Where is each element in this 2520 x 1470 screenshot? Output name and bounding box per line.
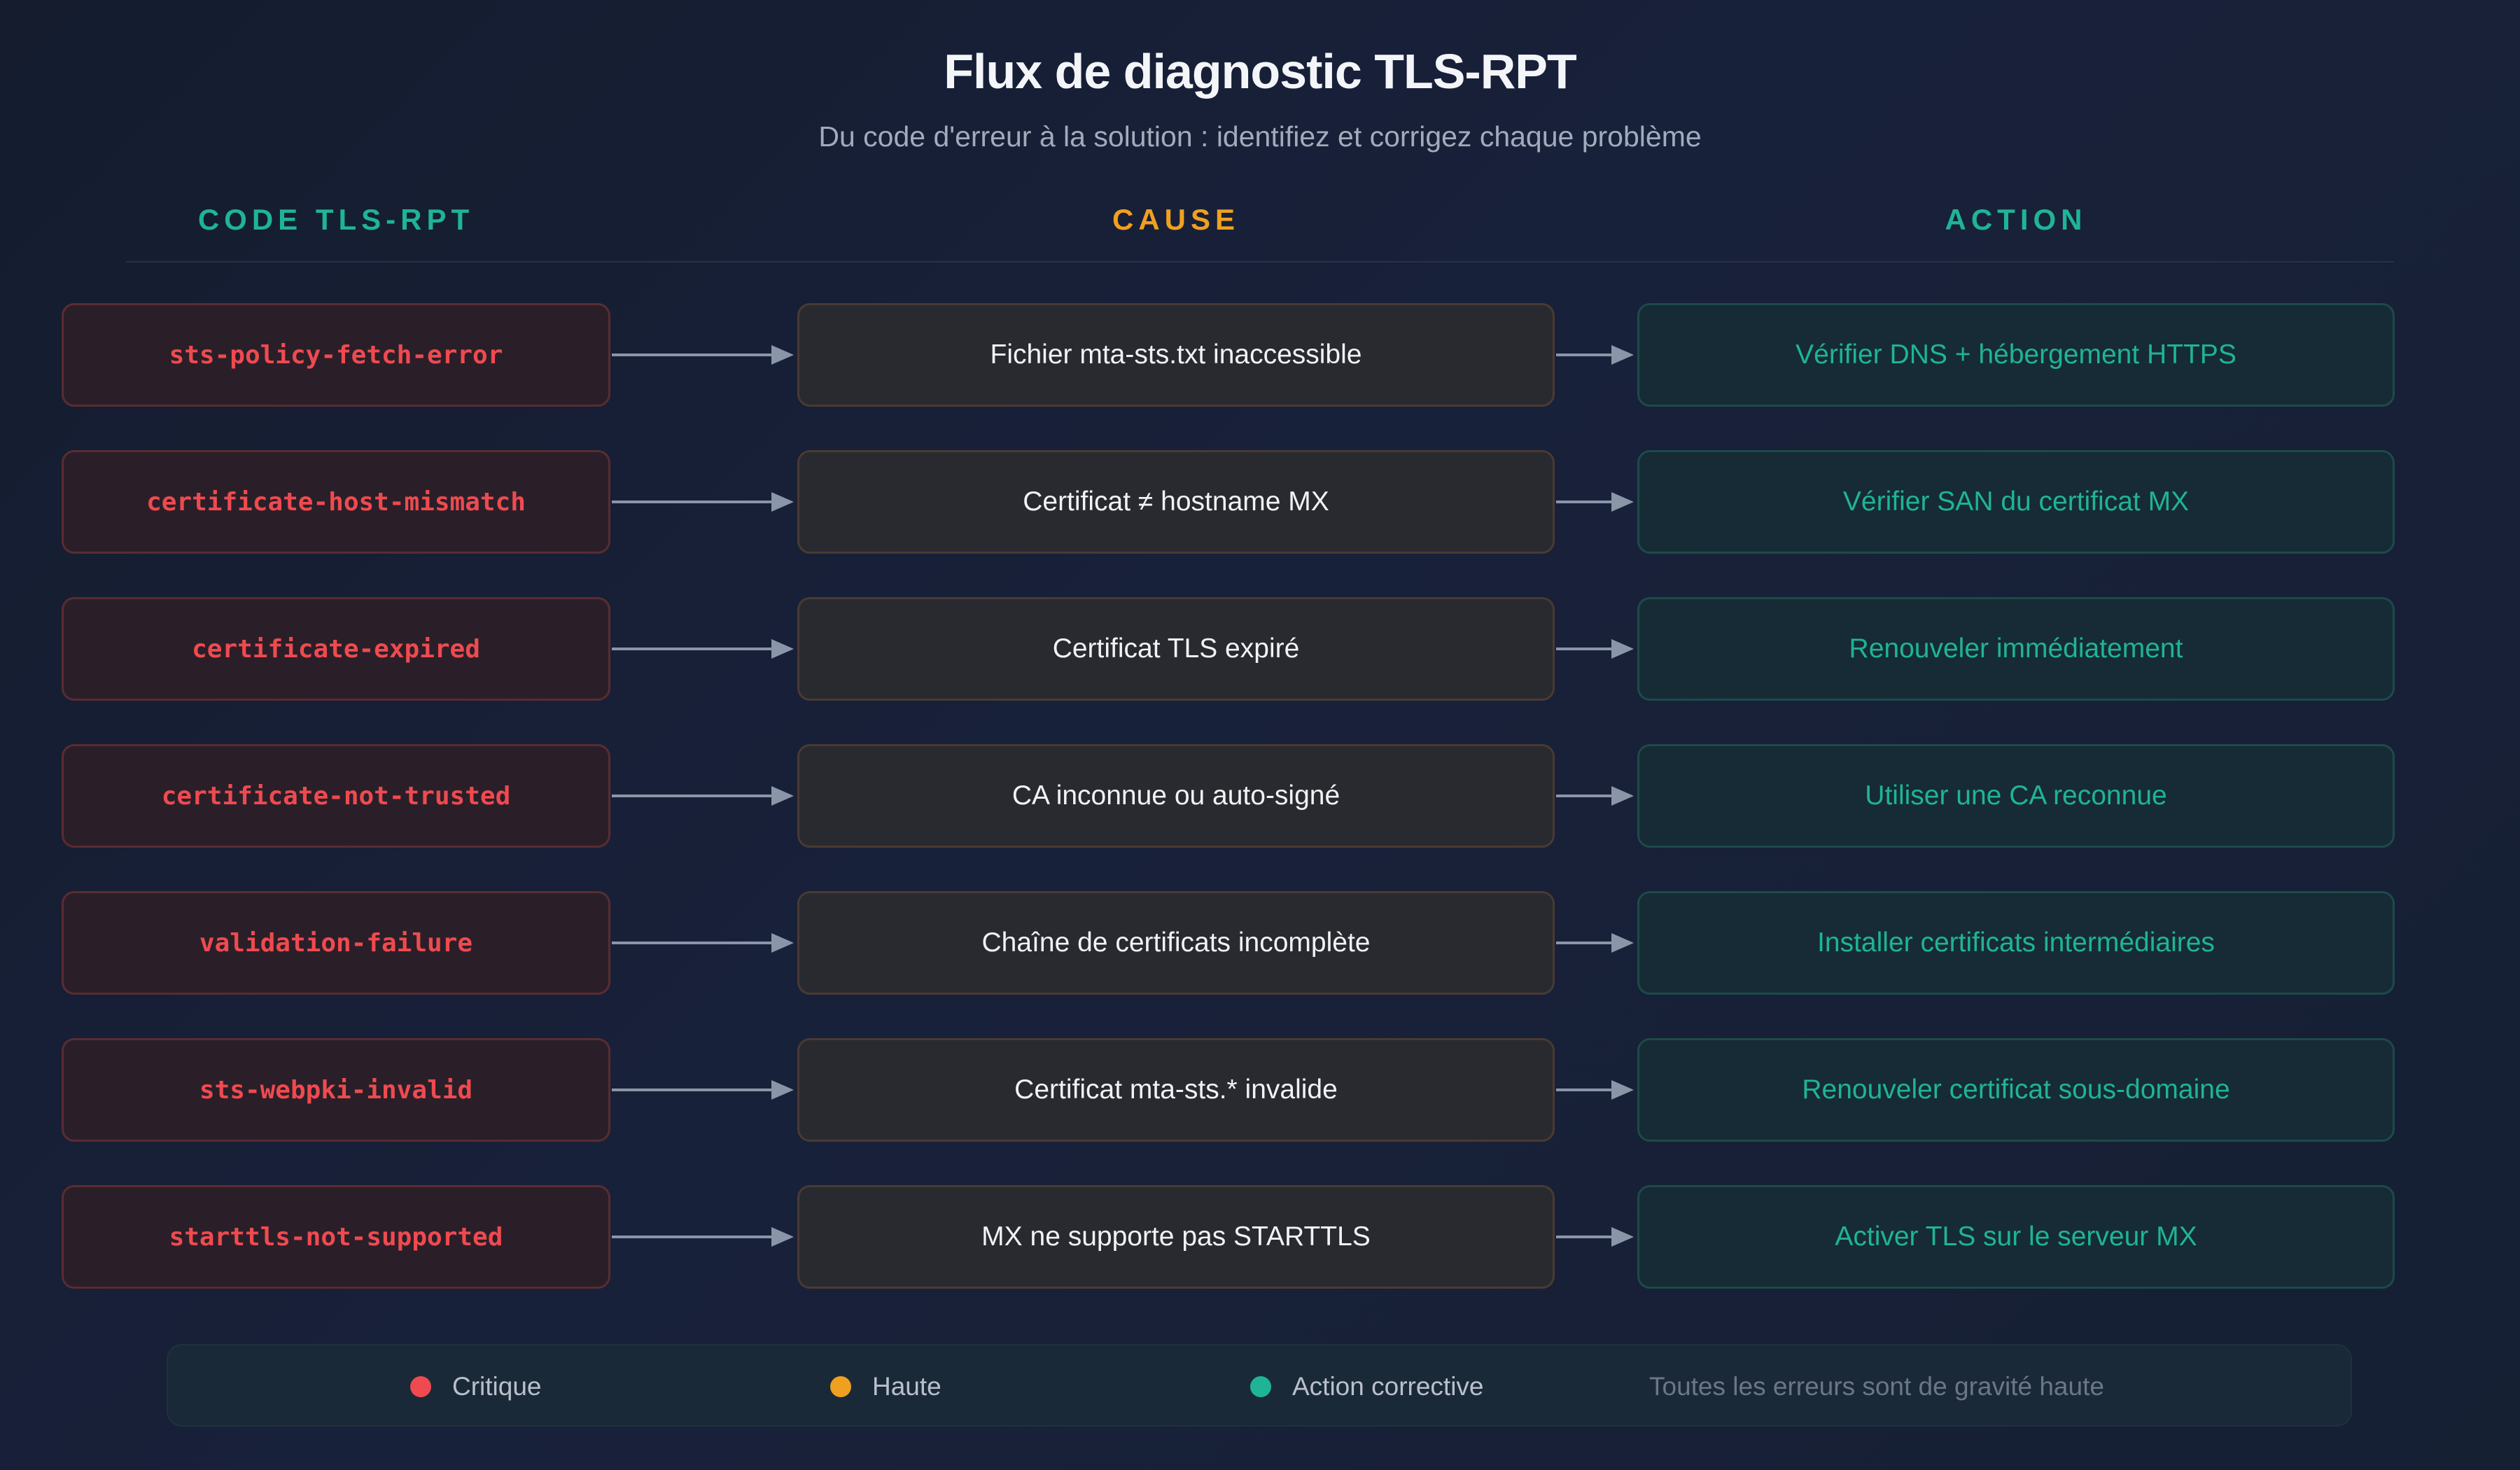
error-code-box: certificate-host-mismatch [62,450,610,554]
page-title: Flux de diagnostic TLS-RPT [944,44,1576,99]
error-code-box: sts-policy-fetch-error [62,303,610,407]
arrow-right-icon [1556,345,1634,365]
error-code-box: validation-failure [62,891,610,995]
arrow-right-icon [1556,1080,1634,1100]
column-header-code: CODE TLS-RPT [197,203,475,236]
arrow-right-icon [1556,786,1634,806]
legend-item-critical: Critique [410,1345,542,1428]
high-dot-icon [830,1376,851,1397]
legend-label-corrective: Action corrective [1292,1372,1484,1401]
cause-box: Certificat mta-sts.* invalide [797,1038,1555,1142]
legend: Critique Haute Action corrective Toutes … [167,1344,2352,1427]
critical-dot-icon [410,1376,431,1397]
flow-row: starttls-not-supported MX ne supporte pas… [0,1185,2520,1292]
action-box: Vérifier SAN du certificat MX [1637,450,2395,554]
flow-row: sts-policy-fetch-error Fichier mta-sts.tx… [0,303,2520,410]
arrow-right-icon [612,786,794,806]
header-divider [126,261,2394,262]
error-code-box: sts-webpki-invalid [62,1038,610,1142]
error-code-box: certificate-not-trusted [62,744,610,848]
error-code-box: certificate-expired [62,597,610,701]
cause-box: Certificat ≠ hostname MX [797,450,1555,554]
cause-box: Certificat TLS expiré [797,597,1555,701]
flow-row: sts-webpki-invalid Certificat mta-sts.* i… [0,1038,2520,1144]
arrow-right-icon [612,345,794,365]
arrow-right-icon [612,639,794,659]
legend-item-high: Haute [830,1345,941,1428]
cause-box: MX ne supporte pas STARTTLS [797,1185,1555,1289]
arrow-right-icon [1556,492,1634,512]
column-header-action: ACTION [1945,203,2087,236]
legend-label-critical: Critique [452,1372,542,1401]
legend-note: Toutes les erreurs sont de gravité haute [1649,1345,2104,1428]
arrow-right-icon [1556,933,1634,953]
legend-label-high: Haute [872,1372,941,1401]
page-subtitle: Du code d'erreur à la solution : identif… [818,120,1702,153]
flow-row: validation-failure Chaîne de certificats … [0,891,2520,997]
arrow-right-icon [612,933,794,953]
legend-note-text: Toutes les erreurs sont de gravité haute [1649,1372,2104,1401]
flow-row: certificate-expired Certificat TLS expiré… [0,597,2520,704]
action-box: Renouveler immédiatement [1637,597,2395,701]
flow-row: certificate-host-mismatch Certificat ≠ ho… [0,450,2520,556]
corrective-dot-icon [1250,1376,1271,1397]
arrow-right-icon [612,1227,794,1247]
cause-box: CA inconnue ou auto-signé [797,744,1555,848]
arrow-right-icon [1556,639,1634,659]
cause-box: Fichier mta-sts.txt inaccessible [797,303,1555,407]
cause-box: Chaîne de certificats incomplète [797,891,1555,995]
action-box: Renouveler certificat sous-domaine [1637,1038,2395,1142]
action-box: Vérifier DNS + hébergement HTTPS [1637,303,2395,407]
action-box: Installer certificats intermédiaires [1637,891,2395,995]
action-box: Activer TLS sur le serveur MX [1637,1185,2395,1289]
error-code-box: starttls-not-supported [62,1185,610,1289]
legend-item-corrective: Action corrective [1250,1345,1484,1428]
arrow-right-icon [612,492,794,512]
action-box: Utiliser une CA reconnue [1637,744,2395,848]
arrow-right-icon [1556,1227,1634,1247]
arrow-right-icon [612,1080,794,1100]
column-header-cause: CAUSE [1112,203,1240,236]
flow-row: certificate-not-trusted CA inconnue ou au… [0,744,2520,850]
